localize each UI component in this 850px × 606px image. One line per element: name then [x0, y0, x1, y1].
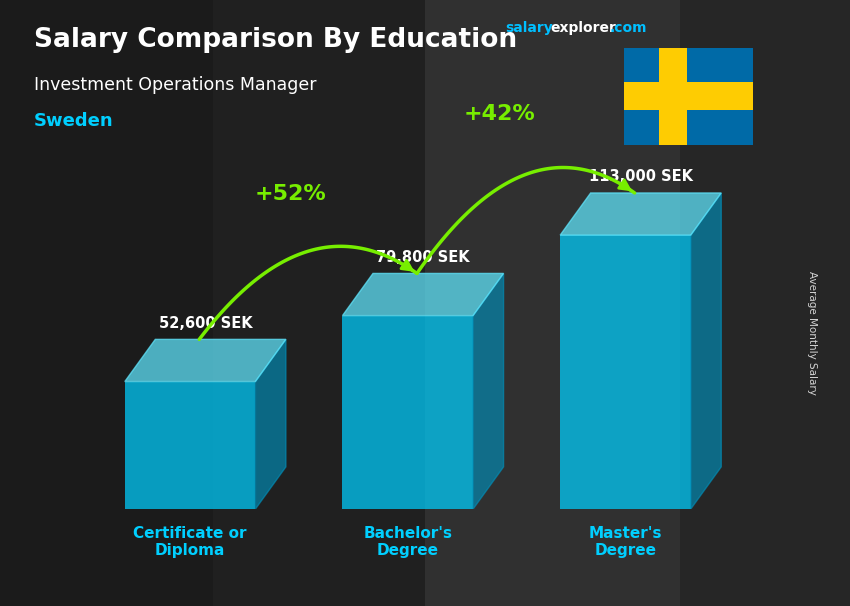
Text: Investment Operations Manager: Investment Operations Manager	[34, 76, 316, 94]
Bar	[560, 235, 691, 509]
Text: +52%: +52%	[255, 184, 326, 204]
Text: Sweden: Sweden	[34, 112, 114, 130]
Text: explorer: explorer	[551, 21, 617, 35]
Bar	[125, 382, 255, 509]
Polygon shape	[343, 273, 503, 316]
Bar	[0, 0, 212, 606]
Bar	[624, 82, 753, 110]
Text: .com: .com	[609, 21, 647, 35]
Polygon shape	[125, 339, 286, 382]
Polygon shape	[473, 273, 503, 509]
Bar	[680, 0, 850, 606]
Polygon shape	[691, 193, 722, 509]
Bar	[343, 316, 473, 509]
Bar	[660, 48, 687, 145]
Text: salary: salary	[506, 21, 553, 35]
Text: Average Monthly Salary: Average Monthly Salary	[807, 271, 817, 395]
Bar	[212, 0, 425, 606]
Polygon shape	[255, 339, 286, 509]
Text: +42%: +42%	[464, 104, 536, 124]
Text: Salary Comparison By Education: Salary Comparison By Education	[34, 27, 517, 53]
Polygon shape	[560, 193, 722, 235]
Text: 79,800 SEK: 79,800 SEK	[377, 250, 470, 265]
Bar	[425, 0, 680, 606]
Text: 113,000 SEK: 113,000 SEK	[589, 169, 693, 184]
Text: 52,600 SEK: 52,600 SEK	[159, 316, 252, 331]
